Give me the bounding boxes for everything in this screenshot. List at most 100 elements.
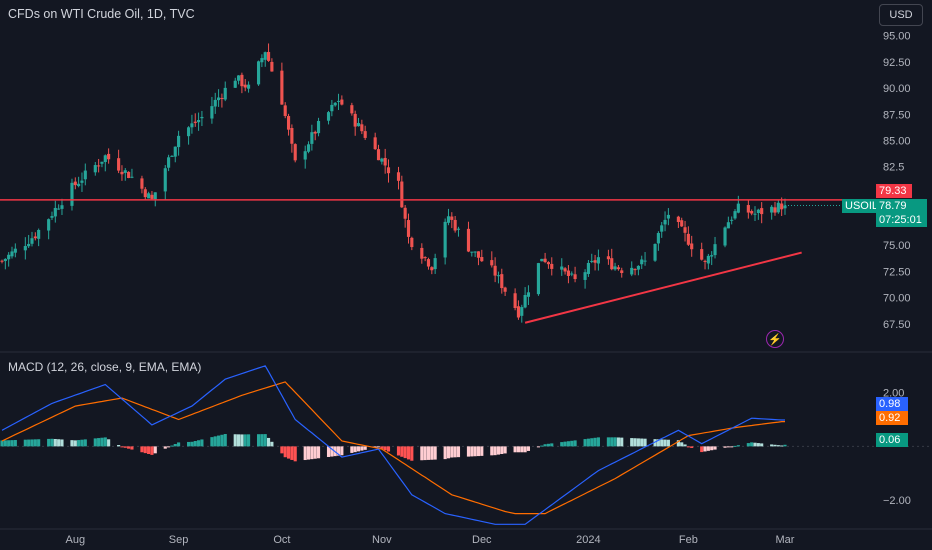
- candle-body: [103, 155, 107, 162]
- macd-histogram-bar: [490, 446, 494, 456]
- candle-body: [640, 259, 644, 265]
- candle-body: [213, 99, 217, 107]
- macd-histogram-bar: [177, 442, 181, 447]
- candle-body: [446, 216, 451, 223]
- chart-title: CFDs on WTI Crude Oil, 1D, TVC: [8, 7, 195, 21]
- candle-body: [13, 248, 17, 253]
- candle-body: [683, 227, 687, 233]
- macd-histogram-bar: [7, 440, 11, 447]
- candle-body: [583, 272, 587, 280]
- macd-histogram-bar: [546, 443, 551, 447]
- candle-body: [686, 233, 690, 245]
- macd-histogram-bar: [700, 446, 704, 453]
- macd-histogram-bar: [403, 446, 407, 459]
- candle-body: [710, 255, 714, 257]
- macd-indicator-label[interactable]: MACD (12, 26, close, 9, EMA, EMA): [8, 360, 202, 374]
- macd-value-tag: 0.98: [876, 397, 908, 411]
- macd-histogram-bar: [656, 439, 660, 447]
- macd-histogram-bar: [193, 441, 197, 447]
- macd-histogram-bar: [653, 439, 657, 447]
- candle-body: [620, 270, 624, 274]
- price-axis-tick-label: 95.00: [883, 31, 911, 43]
- macd-histogram-bar: [676, 440, 680, 447]
- candlestick-series: [0, 43, 787, 323]
- candle-body: [380, 158, 384, 162]
- macd-histogram-bar: [563, 441, 567, 447]
- macd-histogram-bar: [596, 437, 600, 447]
- candle-body: [187, 127, 191, 137]
- macd-histogram-bar: [120, 446, 124, 448]
- macd-histogram-bar: [27, 439, 31, 447]
- macd-histogram-bar: [753, 442, 757, 447]
- candle-body: [303, 151, 307, 160]
- currency-button[interactable]: USD: [879, 4, 923, 26]
- macd-histogram-bar: [243, 434, 247, 447]
- macd-histogram-bar: [683, 444, 687, 447]
- candle-body: [163, 168, 167, 192]
- macd-histogram-bar: [153, 446, 157, 454]
- candle-body: [526, 292, 531, 297]
- candle-body: [466, 228, 471, 252]
- signal-line: [1, 381, 785, 515]
- candle-body: [223, 87, 227, 100]
- macd-histogram-bar: [83, 439, 87, 447]
- candle-body: [733, 211, 737, 219]
- macd-histogram-bar: [703, 446, 707, 452]
- macd-histogram-bar: [426, 446, 431, 460]
- candle-body: [83, 170, 87, 180]
- candle-body: [263, 52, 267, 60]
- macd-histogram: [0, 434, 787, 462]
- candle-body: [127, 171, 131, 178]
- candle-body: [326, 112, 331, 121]
- candle-body: [233, 80, 237, 88]
- candle-body: [493, 265, 497, 276]
- candle-body: [0, 260, 4, 262]
- macd-histogram-bar: [266, 437, 271, 447]
- macd-histogram-bar: [480, 446, 484, 456]
- candle-body: [736, 203, 740, 213]
- macd-histogram-bar: [636, 438, 640, 447]
- candle-body: [470, 251, 474, 253]
- macd-histogram-bar: [380, 446, 384, 449]
- candle-body: [30, 238, 34, 244]
- price-axis-tick-label: 85.00: [883, 135, 911, 147]
- macd-histogram-bar: [566, 441, 570, 447]
- time-axis-label: Dec: [472, 534, 492, 546]
- macd-histogram-bar: [543, 444, 547, 447]
- macd-histogram-bar: [493, 446, 497, 456]
- candle-body: [703, 260, 707, 262]
- candle-body: [200, 116, 204, 119]
- candle-body: [756, 209, 760, 214]
- macd-histogram-bar: [736, 445, 740, 447]
- candle-body: [473, 251, 477, 253]
- macd-histogram-bar: [47, 438, 51, 447]
- candle-body: [50, 216, 54, 218]
- macd-histogram-bar: [190, 441, 194, 447]
- macd-histogram-bar: [706, 446, 710, 451]
- candle-body: [560, 266, 564, 270]
- macd-histogram-bar: [540, 445, 544, 447]
- macd-histogram-bar: [690, 446, 694, 448]
- resistance-price-tag: 79.33: [876, 184, 912, 198]
- macd-histogram-bar: [586, 438, 590, 447]
- macd-histogram-bar: [660, 439, 664, 447]
- macd-histogram-bar: [730, 446, 734, 448]
- macd-histogram-bar: [210, 437, 214, 447]
- macd-histogram-bar: [776, 445, 780, 447]
- macd-histogram-bar: [103, 437, 107, 447]
- candle-body: [423, 257, 427, 259]
- candle-body: [593, 260, 597, 263]
- macd-histogram-bar: [496, 446, 501, 455]
- macd-line: [1, 365, 785, 525]
- flash-icon[interactable]: ⚡: [766, 330, 784, 348]
- candle-body: [700, 249, 704, 260]
- candle-body: [723, 227, 727, 246]
- candle-body: [80, 180, 84, 183]
- macd-histogram-bar: [70, 440, 74, 447]
- candle-body: [570, 273, 574, 275]
- candle-body: [706, 255, 710, 264]
- macd-histogram-bar: [713, 446, 717, 450]
- candle-body: [496, 275, 501, 277]
